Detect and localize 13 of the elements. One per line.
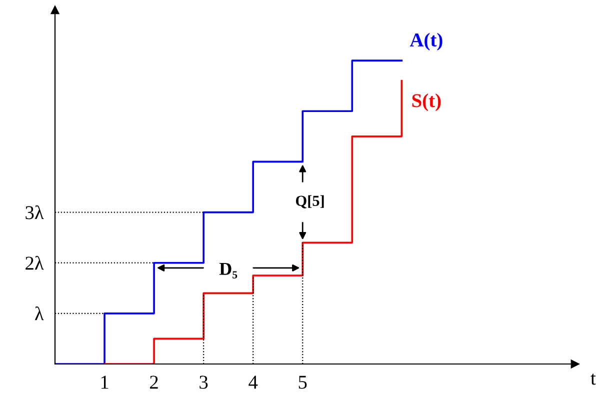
y-tick-label: λ [34, 306, 44, 320]
x-tick-label: 4 [248, 376, 258, 389]
x-tick-label: 5 [298, 376, 307, 389]
annotation: D₅ [219, 262, 238, 278]
x-tick-label: 2 [150, 376, 158, 389]
x-tick-label: 3 [200, 376, 208, 389]
y-tick-label: 2λ [26, 256, 44, 270]
annotation: Q[5] [296, 195, 324, 208]
series-label: S(t) [412, 94, 441, 112]
x-tick-label: 1 [101, 376, 108, 389]
x-axis-title: t [590, 374, 596, 385]
series-label: A(t) [410, 32, 442, 50]
y-tick-label: 3λ [26, 205, 44, 220]
